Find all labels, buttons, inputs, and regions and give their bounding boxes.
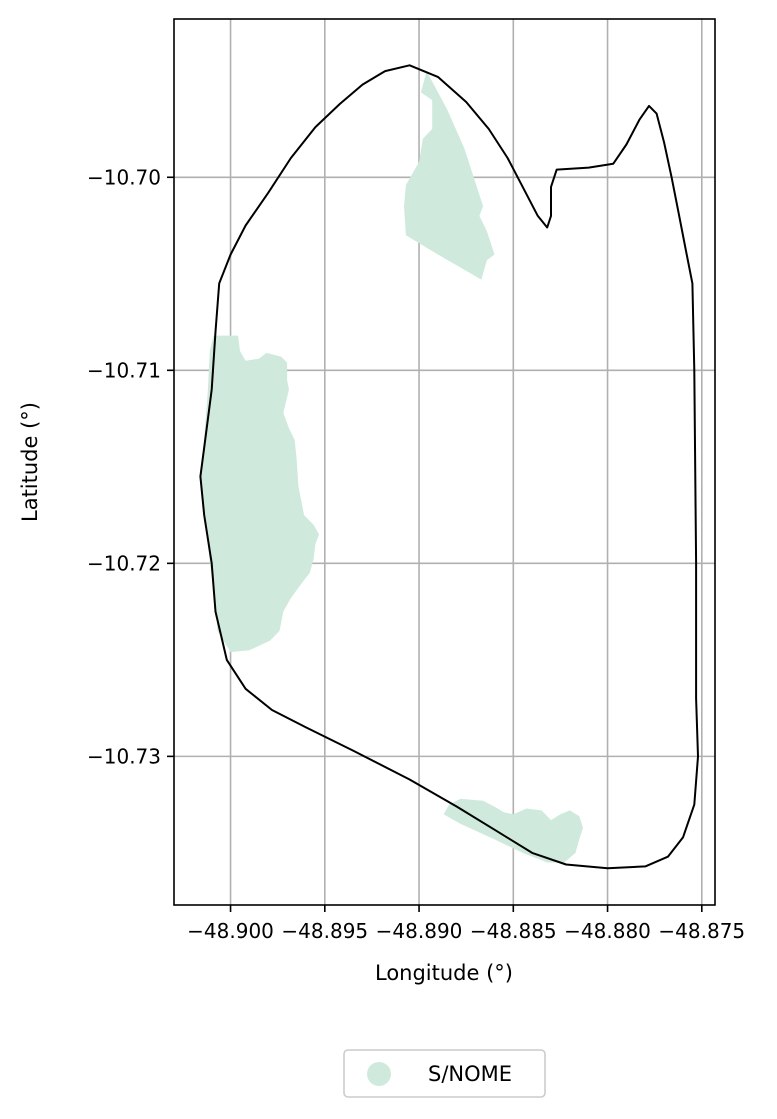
region-polygons	[200, 71, 583, 863]
y-tick-label: −10.73	[87, 744, 161, 768]
legend-marker	[367, 1062, 391, 1086]
y-tick-label: −10.71	[87, 358, 161, 382]
region-polygon	[200, 335, 320, 653]
region-polygon	[404, 71, 495, 280]
y-axis-ticks: −10.70 −10.71 −10.72 −10.73	[87, 165, 174, 768]
x-axis-ticks: −48.900 −48.895 −48.890 −48.885 −48.880 −48.8…	[187, 905, 745, 943]
y-axis-label: Latitude (°)	[18, 402, 42, 522]
x-tick-label: −48.875	[658, 919, 745, 943]
boundary-layer	[199, 64, 699, 870]
x-axis-label: Longitude (°)	[375, 961, 513, 985]
legend: S/NOME	[343, 1049, 546, 1098]
x-tick-label: −48.890	[376, 919, 463, 943]
legend-label: S/NOME	[428, 1062, 512, 1086]
plot-frame	[173, 18, 716, 906]
legend-box	[343, 1049, 546, 1098]
x-tick-label: −48.900	[187, 919, 274, 943]
boundary-outline	[199, 64, 699, 870]
x-tick-label: −48.885	[470, 919, 557, 943]
x-tick-label: −48.895	[281, 919, 368, 943]
y-tick-label: −10.70	[87, 165, 161, 189]
y-tick-label: −10.72	[87, 551, 161, 575]
region-polygon	[443, 798, 583, 863]
x-tick-label: −48.880	[564, 919, 651, 943]
